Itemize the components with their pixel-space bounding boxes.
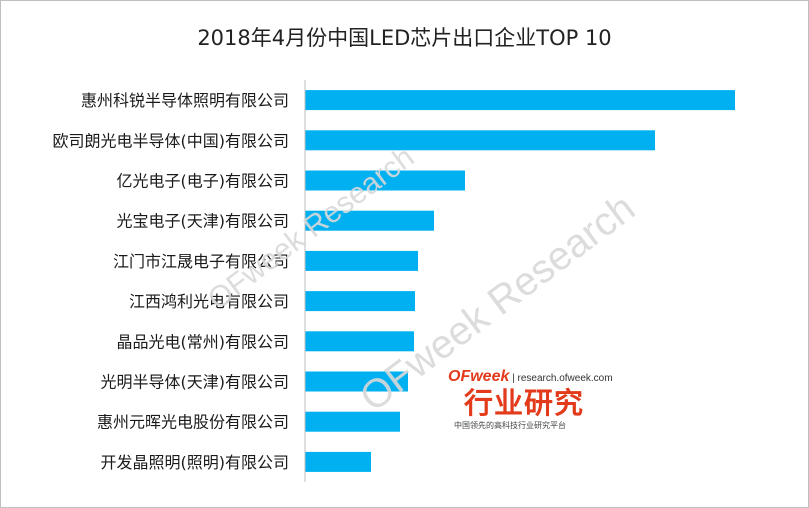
category-label: 惠州元晖光电股份有限公司 bbox=[97, 413, 289, 432]
logo-brand-of: OF bbox=[448, 368, 471, 385]
logo-url: | research.ofweek.com bbox=[509, 373, 613, 384]
category-label: 光明半导体(天津)有限公司 bbox=[101, 373, 290, 392]
bar bbox=[305, 130, 655, 151]
bar bbox=[305, 371, 408, 392]
bar bbox=[305, 90, 735, 111]
category-label: 江西鸿利光电有限公司 bbox=[129, 292, 289, 311]
logo-header: OFweek | research.ofweek.com bbox=[448, 368, 613, 386]
bar bbox=[305, 170, 465, 191]
category-label: 欧司朗光电半导体(中国)有限公司 bbox=[53, 131, 290, 150]
bar bbox=[305, 291, 415, 312]
logo-subtitle: 中国领先的高科技行业研究平台 bbox=[454, 421, 566, 430]
ofweek-logo: OFweek | research.ofweek.com 行业研究 中国领先的高… bbox=[448, 368, 613, 440]
category-label: 光宝电子(天津)有限公司 bbox=[117, 212, 290, 231]
category-label: 开发晶照明(照明)有限公司 bbox=[101, 453, 290, 472]
bar bbox=[305, 210, 434, 231]
category-label: 惠州科锐半导体照明有限公司 bbox=[81, 91, 289, 110]
logo-main-text: 行业研究 bbox=[464, 386, 585, 420]
bar bbox=[305, 250, 418, 271]
category-label: 亿光电子(电子)有限公司 bbox=[117, 172, 290, 191]
logo-brand: OFweek bbox=[448, 368, 509, 385]
chart-title: 2018年4月份中国LED芯片出口企业TOP 10 bbox=[197, 26, 612, 50]
bar bbox=[305, 451, 371, 472]
category-label: 江门市江晟电子有限公司 bbox=[113, 252, 289, 271]
bar bbox=[305, 411, 400, 432]
category-label: 晶品光电(常州)有限公司 bbox=[117, 332, 290, 351]
logo-brand-week: week bbox=[470, 368, 510, 385]
bar bbox=[305, 331, 414, 352]
logo-url-text: research.ofweek.com bbox=[517, 373, 613, 384]
